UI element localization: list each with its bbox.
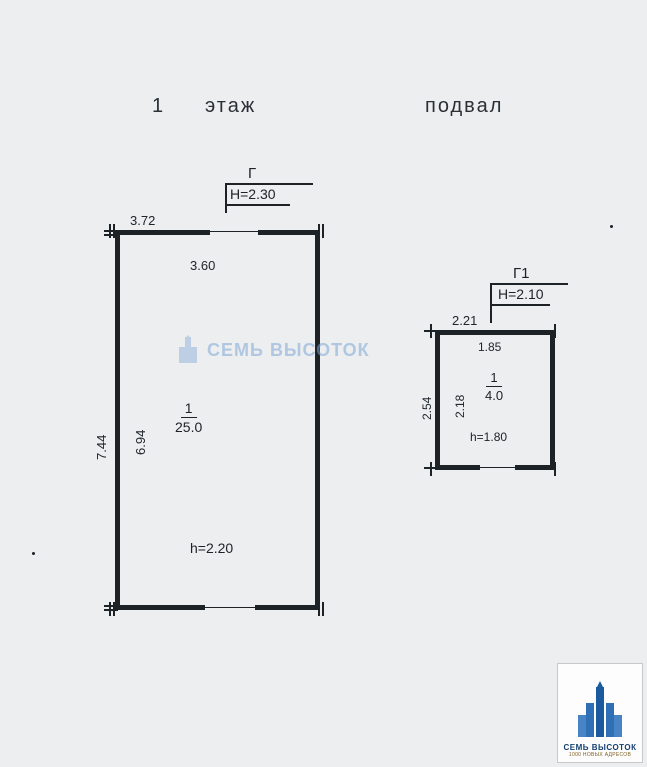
left-tag: Г [248,165,256,182]
left-inner-top-dim: 3.60 [190,258,215,273]
left-room-num: 1 [181,400,197,418]
right-room-fraction: 1 4.0 [485,370,503,403]
heading-floor: этаж [205,95,256,118]
right-inner-top-dim: 1.85 [478,340,501,354]
dot [32,552,35,555]
right-wall-right [550,330,555,470]
left-tag-line [225,183,313,185]
left-outer-left-dim: 7.44 [94,435,109,460]
right-tag-h: Н=2.10 [498,286,544,302]
left-door-bottom-line [205,607,255,608]
left-wall-left [115,230,120,610]
building-icon [175,335,201,365]
watermark: СЕМЬ ВЫСОТОК [175,335,370,365]
left-tag-h-line [225,204,290,206]
right-tag-h-line [490,304,550,306]
left-wall-top-b [258,230,320,235]
tick [104,609,118,611]
left-wall-bottom-a [115,605,205,610]
right-wall-bottom-a [435,465,480,470]
tick [104,605,118,607]
right-door-line [480,467,515,468]
right-room-den: 4.0 [485,387,503,403]
left-h-bottom: h=2.20 [190,540,233,556]
heading-basement: подвал [425,95,503,118]
dot [610,225,613,228]
badge-building-icon [572,681,628,743]
left-room-den: 25.0 [175,418,202,435]
left-wall-top-a [115,230,210,235]
left-outer-top-dim: 3.72 [130,213,155,228]
right-outer-top-dim: 2.21 [452,313,477,328]
left-tag-h: Н=2.30 [230,186,276,202]
right-inner-left-dim: 2.18 [453,395,467,418]
tick [424,330,438,332]
left-wall-bottom-b [255,605,320,610]
tick [554,462,556,476]
tick [104,230,118,232]
left-wall-right [315,230,320,610]
right-h-bottom: h=1.80 [470,430,507,444]
floorplan-canvas: 1 этаж подвал Г Н=2.30 3.72 3.60 7.44 6.… [0,0,647,767]
right-wall-bottom-b [515,465,555,470]
tick [104,234,118,236]
right-tag: Г1 [513,265,529,282]
tick [322,602,324,616]
left-tag-leader [225,183,227,213]
right-tag-line [490,283,568,285]
right-tag-leader [490,283,492,323]
watermark-text: СЕМЬ ВЫСОТОК [207,340,370,361]
left-room-fraction: 1 25.0 [175,400,202,435]
right-room-num: 1 [486,370,501,387]
badge-subtitle: 1000 НОВЫХ АДРЕСОВ [569,752,631,758]
logo-badge: СЕМЬ ВЫСОТОК 1000 НОВЫХ АДРЕСОВ [557,663,643,763]
tick [318,602,320,616]
tick [430,462,432,476]
left-door-line [210,231,258,232]
right-outer-left-dim: 2.54 [420,397,434,420]
right-wall-top [435,330,555,335]
left-inner-left-dim: 6.94 [133,430,148,455]
badge-title: СЕМЬ ВЫСОТОК [564,743,637,752]
heading-floor-number: 1 [152,95,165,118]
tick [424,467,438,469]
right-wall-left [435,330,440,470]
tick [322,224,324,238]
tick [554,324,556,338]
